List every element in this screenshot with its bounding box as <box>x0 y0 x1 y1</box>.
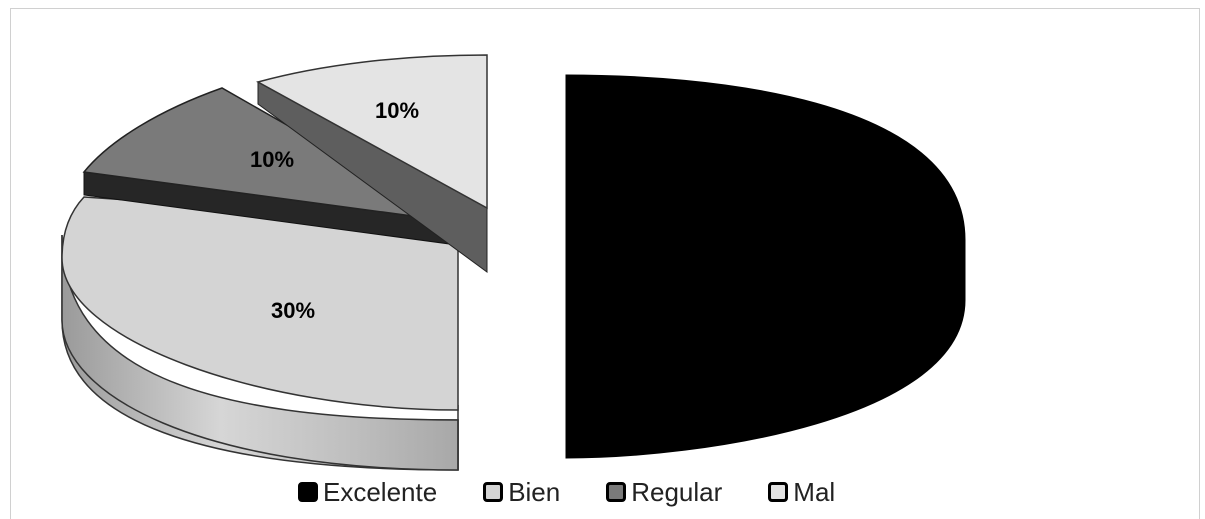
legend-swatch-regular <box>606 482 627 502</box>
legend-label-regular: Regular <box>631 476 723 507</box>
legend-item-regular: Regular <box>606 477 722 508</box>
legend-label-bien: Bien <box>508 476 561 507</box>
pie-slice-excelente <box>565 74 966 459</box>
legend-swatch-bien <box>483 482 504 502</box>
legend-swatch-mal <box>768 482 789 502</box>
legend-item-mal: Mal <box>768 477 835 508</box>
legend-item-excelente: Excelente <box>298 477 437 508</box>
data-label-bien: 30% <box>271 298 315 323</box>
legend-item-bien: Bien <box>483 477 560 508</box>
legend-label-excelente: Excelente <box>323 476 438 507</box>
pie-slice-mal <box>256 54 488 273</box>
legend-label-mal: Mal <box>793 476 836 507</box>
data-label-mal: 10% <box>375 98 419 123</box>
chart-frame <box>10 8 1200 519</box>
pie-slice-bien <box>61 196 459 471</box>
chart-legend: Excelente Bien Regular Mal <box>298 475 881 509</box>
data-label-regular: 10% <box>250 147 294 172</box>
legend-swatch-excelente <box>298 482 318 502</box>
pie-slice-regular <box>82 87 458 246</box>
